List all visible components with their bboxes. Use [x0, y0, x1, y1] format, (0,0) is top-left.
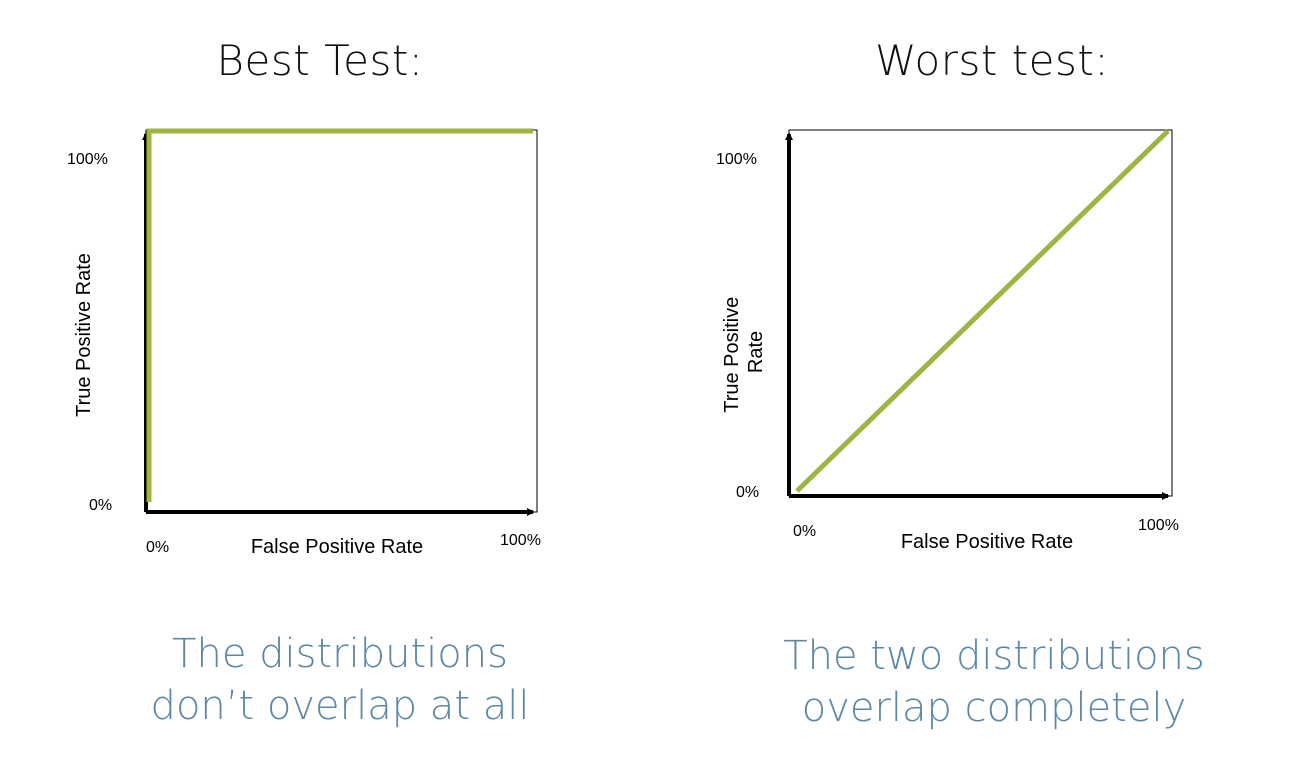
- y-tick-label-100: 100%: [67, 151, 108, 168]
- worst-test-title: Worst test:: [874, 36, 1110, 85]
- y-axis-label: True Positive Rate: [721, 291, 767, 413]
- caption-line: The two distributions: [783, 633, 1205, 679]
- x-axis-label: False Positive Rate: [251, 536, 423, 558]
- y-tick-label-0: 0%: [736, 484, 759, 501]
- roc-curve: [146, 128, 533, 502]
- y-tick-label-100: 100%: [716, 151, 757, 168]
- caption-line: The distributions: [172, 631, 508, 677]
- y-tick-label-0: 0%: [89, 497, 112, 514]
- x-tick-label-100: 100%: [500, 532, 541, 549]
- worst-test-caption: The two distributions overlap completely: [764, 630, 1224, 734]
- best-test-title: Best Test:: [216, 36, 424, 85]
- best-test-chart: 100% 0% 0% 100% False Positive Rate True…: [67, 128, 541, 558]
- worst-test-chart: 100% 0% 0% 100% False Positive Rate True…: [716, 129, 1179, 553]
- x-tick-label-0: 0%: [793, 523, 816, 540]
- roc-curve: [795, 129, 1170, 493]
- x-axis-label: False Positive Rate: [901, 531, 1073, 553]
- y-axis-label: True Positive Rate: [73, 253, 95, 417]
- best-test-caption: The distributions don’t overlap at all: [110, 628, 570, 732]
- caption-line: overlap completely: [801, 685, 1187, 731]
- x-tick-label-0: 0%: [146, 539, 169, 556]
- caption-line: don’t overlap at all: [150, 683, 530, 729]
- x-tick-label-100: 100%: [1138, 517, 1179, 534]
- plot-frame: [145, 129, 538, 513]
